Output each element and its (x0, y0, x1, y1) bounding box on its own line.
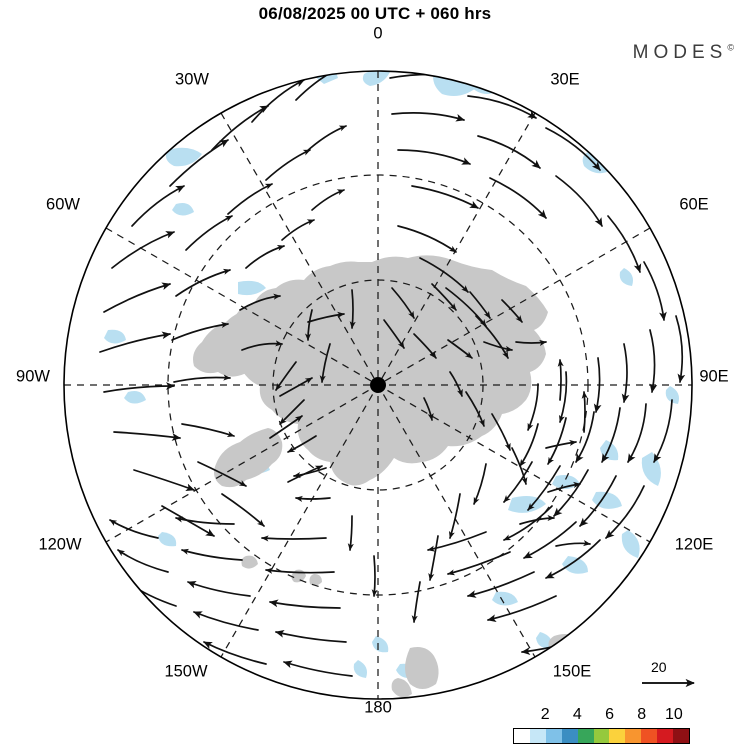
longitude-label-0: 0 (373, 24, 383, 43)
colorbar-segment (673, 729, 689, 743)
longitude-label-180: 180 (364, 698, 392, 717)
longitude-label-150w: 150W (164, 662, 208, 681)
longitude-label-30w: 30W (175, 70, 209, 89)
globe-outline (63, 70, 693, 700)
colorbar-segment (657, 729, 674, 743)
colorbar-segment (529, 729, 546, 743)
vector-scale-label: 20 (651, 659, 667, 675)
colorbar-tick-6: 6 (605, 706, 614, 723)
longitude-label-60e: 60E (679, 195, 709, 214)
copyright-icon: © (727, 42, 734, 53)
longitude-label-120w: 120W (38, 535, 82, 554)
south-pole-marker (370, 377, 386, 393)
modes-logo: MODES© (633, 42, 734, 64)
colorbar-segment (577, 729, 594, 743)
longitude-label-120e: 120E (674, 535, 714, 554)
colorbar-segment (609, 729, 626, 743)
longitude-label-90e: 90E (699, 367, 729, 386)
modes-logo-text: MODES (632, 42, 728, 63)
colorbar-tick-4: 4 (572, 706, 582, 723)
antarctica-landmass (193, 255, 580, 698)
colorbar-segment (593, 729, 610, 743)
longitude-label-30e: 30E (550, 70, 580, 89)
page-title: 06/08/2025 00 UTC + 060 hrs (258, 4, 492, 23)
colorbar-segment (641, 729, 658, 743)
colorbar-tick-10: 10 (665, 706, 683, 723)
colorbar-segment (561, 729, 578, 743)
colorbar-segment (545, 729, 562, 743)
colorbar-segment (514, 729, 530, 743)
colorbar-segment (625, 729, 642, 743)
longitude-label-60w: 60W (46, 195, 80, 214)
longitude-label-90w: 90W (16, 367, 50, 386)
colorbar-tick-2: 2 (540, 706, 550, 723)
longitude-label-150e: 150E (552, 662, 592, 681)
colorbar (513, 728, 690, 744)
colorbar-tick-8: 8 (637, 706, 647, 723)
